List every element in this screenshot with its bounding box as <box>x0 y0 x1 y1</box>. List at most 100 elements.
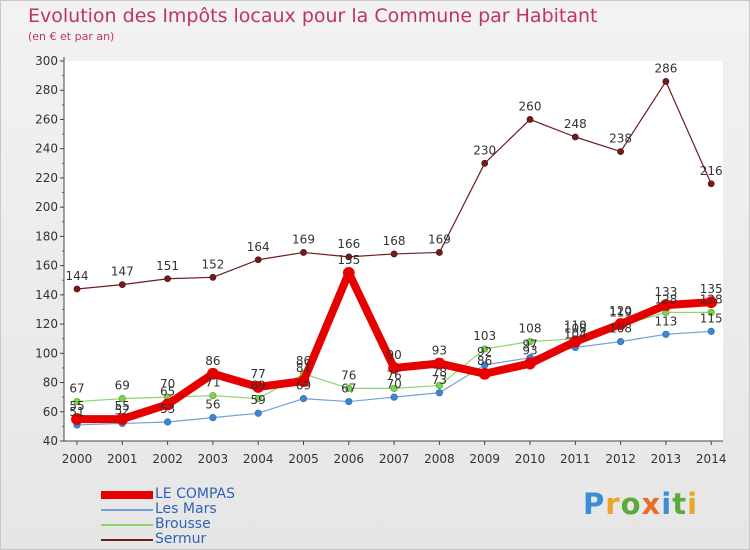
logo-letter: o <box>620 487 642 521</box>
data-point-le-compas <box>660 299 672 311</box>
data-point-sermur <box>435 249 443 256</box>
data-label-brousse: 108 <box>519 322 542 336</box>
legend-label: Brousse <box>155 516 211 532</box>
data-label-le-compas: 81 <box>296 361 311 375</box>
data-label-brousse: 78 <box>432 365 447 379</box>
data-label-brousse: 69 <box>251 379 266 393</box>
data-point-sermur <box>209 273 217 281</box>
legend-swatch <box>101 538 153 541</box>
data-point-les-mars <box>616 338 625 346</box>
data-point-sermur <box>300 249 307 256</box>
data-label-le-compas: 90 <box>386 348 401 362</box>
data-point-le-compas <box>206 367 219 380</box>
data-point-le-compas <box>433 357 446 370</box>
logo-letter: i <box>687 487 699 521</box>
logo-letter: r <box>605 487 621 521</box>
y-tick-label: 200 <box>35 200 58 214</box>
legend-label: Sermur <box>155 531 207 547</box>
data-label-sermur: 260 <box>519 99 542 113</box>
data-point-le-compas <box>388 362 401 374</box>
y-tick-label: 180 <box>35 229 58 243</box>
data-point-sermur <box>526 116 534 123</box>
data-point-sermur <box>617 148 624 156</box>
data-point-le-compas <box>161 398 174 411</box>
data-label-les-mars: 104 <box>564 327 587 341</box>
x-tick-label: 2013 <box>651 452 682 466</box>
data-point-brousse <box>73 397 81 406</box>
data-label-les-mars: 92 <box>477 345 492 359</box>
data-label-brousse: 86 <box>296 354 311 368</box>
data-label-sermur: 238 <box>609 132 632 146</box>
legend-item-sermur: Sermur <box>101 532 235 547</box>
data-label-le-compas: 77 <box>251 367 266 381</box>
x-tick-label: 2003 <box>198 452 229 466</box>
data-point-les-mars <box>662 330 670 338</box>
data-label-brousse: 69 <box>115 379 130 393</box>
chart-legend: LE COMPAS Les Mars Brousse Sermur <box>101 487 235 547</box>
legend-label: Les Mars <box>155 501 217 517</box>
data-label-le-compas: 55 <box>115 399 130 413</box>
x-tick-label: 2002 <box>152 452 183 466</box>
series-le-compas <box>71 267 718 425</box>
data-point-brousse <box>209 392 217 400</box>
data-point-le-compas <box>297 375 310 387</box>
data-point-le-compas <box>478 367 491 380</box>
data-label-sermur: 248 <box>564 117 587 131</box>
data-label-le-compas: 120 <box>609 304 632 318</box>
x-tick-label: 2004 <box>243 452 274 466</box>
data-label-sermur: 151 <box>156 259 179 273</box>
data-point-sermur <box>390 250 398 258</box>
data-label-le-compas: 155 <box>337 253 360 267</box>
data-label-brousse: 76 <box>386 368 401 382</box>
data-label-les-mars: 115 <box>700 311 723 325</box>
data-point-brousse <box>707 308 715 316</box>
data-label-sermur: 166 <box>337 237 360 251</box>
data-point-sermur <box>707 180 715 188</box>
series-les-mars <box>73 327 715 429</box>
data-label-sermur: 216 <box>700 164 723 178</box>
data-label-le-compas: 55 <box>69 399 84 413</box>
legend-swatch <box>101 490 153 499</box>
data-point-le-compas <box>524 357 536 370</box>
x-tick-label: 2006 <box>334 452 365 466</box>
data-point-brousse <box>390 384 398 392</box>
data-label-les-mars: 69 <box>296 379 311 393</box>
data-label-sermur: 147 <box>111 265 134 279</box>
data-point-le-compas <box>569 335 582 348</box>
y-tick-label: 260 <box>35 112 58 126</box>
data-label-les-mars: 52 <box>115 403 130 417</box>
data-point-les-mars <box>209 414 217 422</box>
x-tick-label: 2011 <box>560 452 591 466</box>
data-point-sermur <box>254 256 262 264</box>
data-point-le-compas <box>252 381 265 393</box>
series-sermur <box>73 78 715 293</box>
data-label-le-compas: 108 <box>564 322 587 336</box>
data-label-brousse: 76 <box>341 368 356 382</box>
data-point-brousse <box>118 395 126 403</box>
data-label-sermur: 152 <box>201 257 224 271</box>
y-tick-label: 80 <box>43 376 58 390</box>
legend-swatch <box>101 523 153 526</box>
data-point-sermur <box>481 159 489 167</box>
data-point-brousse <box>345 384 353 392</box>
data-label-brousse: 71 <box>205 376 220 390</box>
x-tick-label: 2007 <box>379 452 410 466</box>
data-label-brousse: 103 <box>473 329 496 343</box>
data-label-brousse: 128 <box>700 292 723 306</box>
proxiti-logo: Proxiti <box>583 487 698 521</box>
x-tick-label: 2005 <box>288 452 319 466</box>
data-label-les-mars: 108 <box>609 322 632 336</box>
data-label-le-compas: 65 <box>160 384 175 398</box>
data-point-sermur <box>345 253 353 261</box>
legend-swatch <box>101 508 153 511</box>
y-tick-label: 140 <box>35 288 58 302</box>
data-label-le-compas: 93 <box>432 344 447 358</box>
data-label-les-mars: 113 <box>654 314 677 328</box>
data-point-brousse <box>435 381 443 390</box>
data-label-sermur: 168 <box>383 234 406 248</box>
y-tick-label: 160 <box>35 259 58 273</box>
data-point-brousse <box>526 338 534 346</box>
data-point-sermur <box>118 281 126 289</box>
data-label-les-mars: 97 <box>522 338 537 352</box>
